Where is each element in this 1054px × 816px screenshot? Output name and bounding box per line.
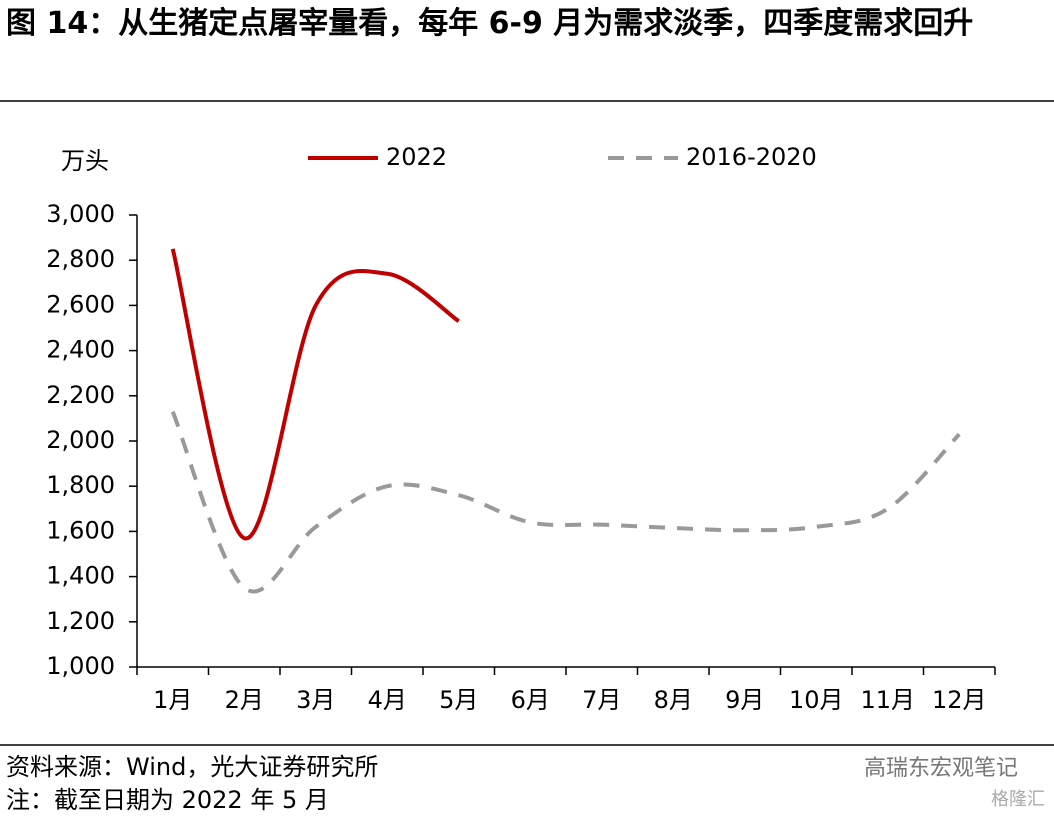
x-tick-label: 5月 — [439, 686, 478, 714]
note: 注：截至日期为 2022 年 5 月 — [6, 786, 329, 814]
y-tick-label: 2,400 — [46, 336, 115, 364]
x-tick-label: 4月 — [368, 686, 407, 714]
y-tick-label: 2,600 — [46, 290, 115, 318]
series-line — [170, 248, 460, 541]
series-line — [170, 410, 961, 594]
y-tick-label: 2,200 — [46, 381, 115, 409]
x-tick-label: 2月 — [225, 686, 264, 714]
watermark: 格隆汇 — [991, 789, 1045, 810]
x-tick-label: 3月 — [296, 686, 335, 714]
y-tick-label: 2,800 — [46, 245, 115, 273]
x-tick-label: 7月 — [582, 686, 621, 714]
x-tick-label: 11月 — [860, 686, 915, 714]
legend-label: 2022 — [386, 143, 447, 171]
y-tick-label: 1,000 — [46, 652, 115, 680]
x-tick-label: 10月 — [789, 686, 844, 714]
y-tick-label: 1,400 — [46, 562, 115, 590]
x-tick-label: 9月 — [725, 686, 764, 714]
source: 资料来源：Wind，光大证券研究所 — [6, 753, 378, 781]
chart-title: 图 14：从生猪定点屠宰量看，每年 6-9 月为需求淡季，四季度需求回升 — [6, 6, 974, 41]
y-axis-label: 万头 — [61, 147, 109, 175]
x-tick-label: 8月 — [654, 686, 693, 714]
x-tick-label: 6月 — [511, 686, 550, 714]
y-tick-label: 3,000 — [46, 200, 115, 228]
x-tick-label: 12月 — [932, 686, 987, 714]
x-tick-label: 1月 — [153, 686, 192, 714]
y-tick-label: 1,600 — [46, 516, 115, 544]
legend-label: 2016-2020 — [686, 143, 817, 171]
y-tick-label: 1,200 — [46, 607, 115, 635]
watermark: 高瑞东宏观笔记 — [864, 756, 1018, 781]
y-tick-label: 1,800 — [46, 471, 115, 499]
y-tick-label: 2,000 — [46, 426, 115, 454]
